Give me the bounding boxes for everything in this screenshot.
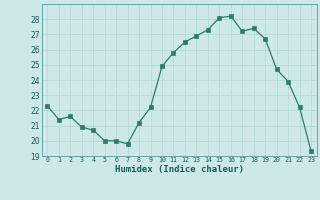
X-axis label: Humidex (Indice chaleur): Humidex (Indice chaleur) <box>115 165 244 174</box>
